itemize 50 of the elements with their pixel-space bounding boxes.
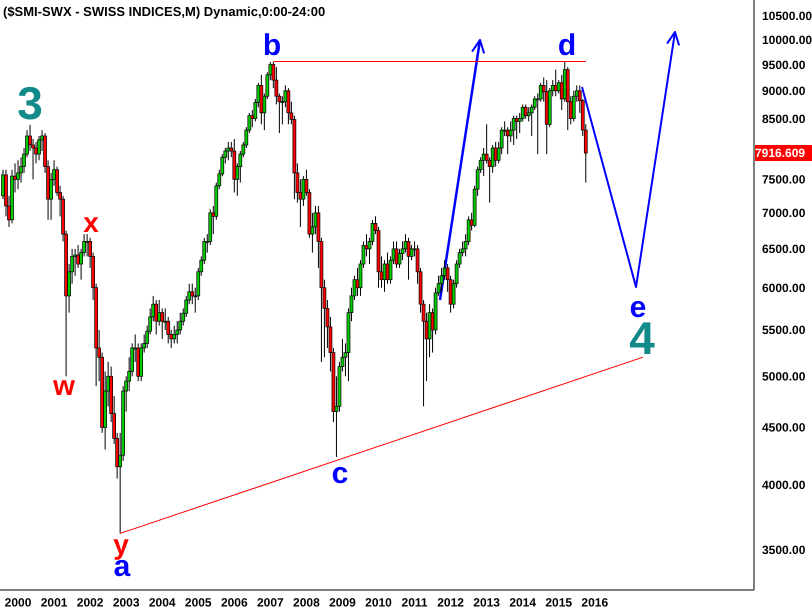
x-tick-label: 2011	[402, 596, 428, 610]
y-tick-label: 6500.00	[762, 242, 806, 256]
annotation: c	[332, 457, 348, 490]
x-tick-label: 2001	[40, 596, 68, 610]
y-tick-label: 10500.00	[762, 9, 812, 24]
chart-title: ($SMI-SWX - SWISS INDICES,M) Dynamic,0:00-24:00	[3, 4, 326, 19]
x-tick-label: 2004	[148, 596, 176, 610]
x-tick-label: 2015	[545, 596, 572, 610]
x-tick-label: 2010	[365, 596, 392, 610]
y-tick-label: 6000.00	[762, 280, 806, 295]
x-tick-label: 2008	[293, 596, 320, 610]
x-tick-label: 2002	[76, 596, 104, 610]
y-tick-label: 5500.00	[762, 323, 806, 338]
candlestick	[16, 160, 20, 190]
x-tick-label: 2000	[4, 596, 32, 610]
candlestick	[172, 325, 176, 344]
x-tick-label: 2003	[112, 596, 140, 610]
y-tick-label: 9000.00	[762, 84, 806, 98]
x-tick-label: 2005	[184, 596, 212, 610]
x-tick-label: 2013	[473, 596, 500, 610]
candlestick	[394, 240, 398, 268]
y-tick-label: 4500.00	[762, 420, 806, 435]
y-tick-label: 3500.00	[762, 542, 806, 557]
x-tick-label: 2014	[509, 596, 536, 610]
annotation: b	[262, 29, 282, 62]
y-tick-label: 9500.00	[762, 58, 806, 72]
candlestick	[410, 244, 414, 261]
candlestick	[406, 237, 410, 280]
y-tick-label: 7000.00	[762, 206, 806, 220]
y-tick-label: 10000.00	[762, 32, 812, 47]
candlestick	[85, 234, 89, 257]
annotation: w	[53, 370, 75, 401]
candlestick	[226, 141, 230, 161]
candlestick	[512, 115, 516, 146]
x-tick-label: 2009	[329, 596, 356, 610]
candlestick	[514, 115, 519, 140]
y-tick-label: 8500.00	[762, 112, 806, 126]
x-tick-label: 2012	[437, 596, 464, 610]
x-tick-label: 2016	[581, 596, 608, 610]
annotation: 3	[17, 77, 43, 129]
x-tick-label: 2006	[220, 596, 248, 610]
candlestick	[160, 308, 164, 340]
annotation: x	[83, 207, 99, 238]
annotation: d	[558, 29, 576, 62]
candlestick	[286, 88, 290, 125]
y-tick-label: 7500.00	[762, 172, 806, 187]
y-tick-label: 4000.00	[762, 478, 806, 492]
text: 7916.609	[755, 145, 812, 162]
y-tick-label: 5000.00	[762, 370, 806, 384]
x-tick-label: 2007	[257, 596, 284, 610]
